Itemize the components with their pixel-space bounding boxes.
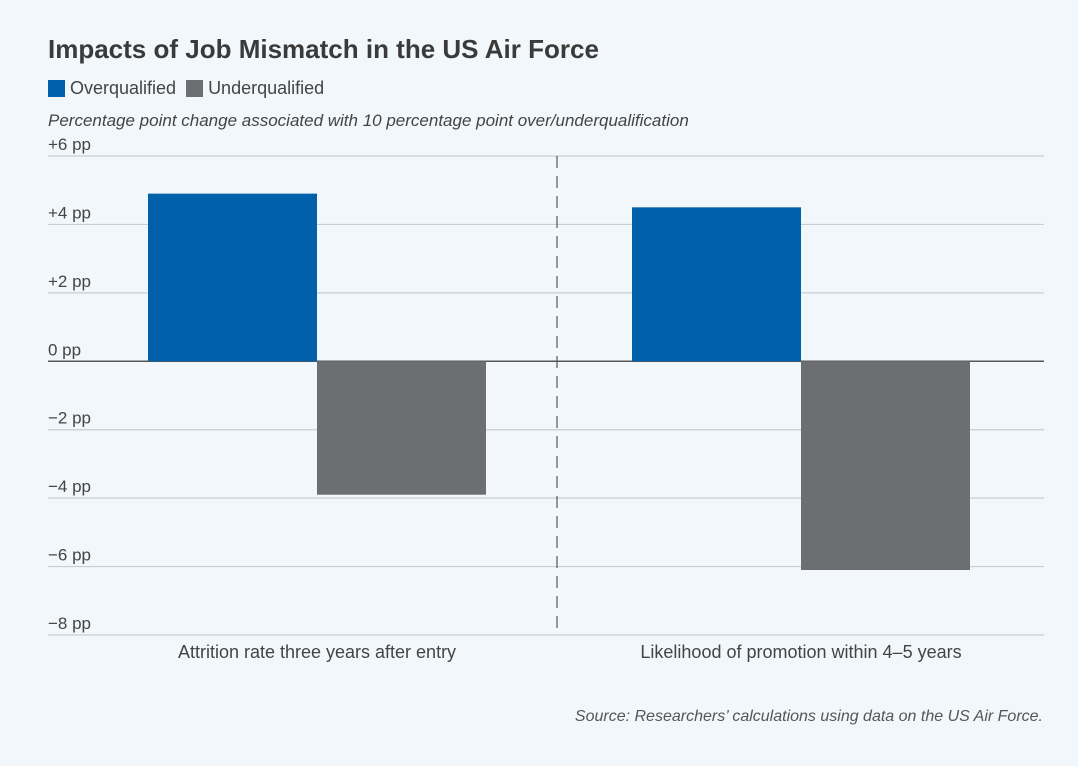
- y-tick-label: +6 pp: [48, 135, 91, 154]
- legend-item-underqualified: Underqualified: [186, 78, 324, 99]
- legend-swatch-underqualified: [186, 80, 204, 97]
- y-tick-label: 0 pp: [48, 340, 81, 359]
- source-note: Source: Researchers’ calculations using …: [574, 708, 1043, 725]
- y-tick-label: −2 pp: [48, 409, 91, 428]
- category-label: Likelihood of promotion within 4–5 years: [640, 642, 961, 662]
- bar-overqualified-1: [148, 193, 317, 362]
- chart-subtitle: Percentage point change associated with …: [48, 111, 689, 130]
- y-tick-label: +4 pp: [48, 203, 91, 222]
- y-tick-label: +2 pp: [48, 272, 91, 291]
- bar-underqualified-2: [801, 361, 970, 570]
- category-label: Attrition rate three years after entry: [178, 642, 456, 662]
- y-tick-label: −6 pp: [48, 546, 91, 565]
- legend-label-underqualified: Underqualified: [208, 78, 325, 98]
- y-tick-label: −8 pp: [48, 614, 91, 633]
- chart-title: Impacts of Job Mismatch in the US Air Fo…: [48, 34, 599, 64]
- legend-item-overqualified: Overqualified: [48, 78, 176, 99]
- legend: Overqualified Underqualified: [48, 78, 334, 99]
- y-tick-label: −4 pp: [48, 477, 91, 496]
- bar-overqualified-2: [632, 207, 801, 362]
- legend-label-overqualified: Overqualified: [70, 78, 177, 98]
- legend-swatch-overqualified: [48, 80, 65, 97]
- bar-underqualified-1: [317, 361, 486, 495]
